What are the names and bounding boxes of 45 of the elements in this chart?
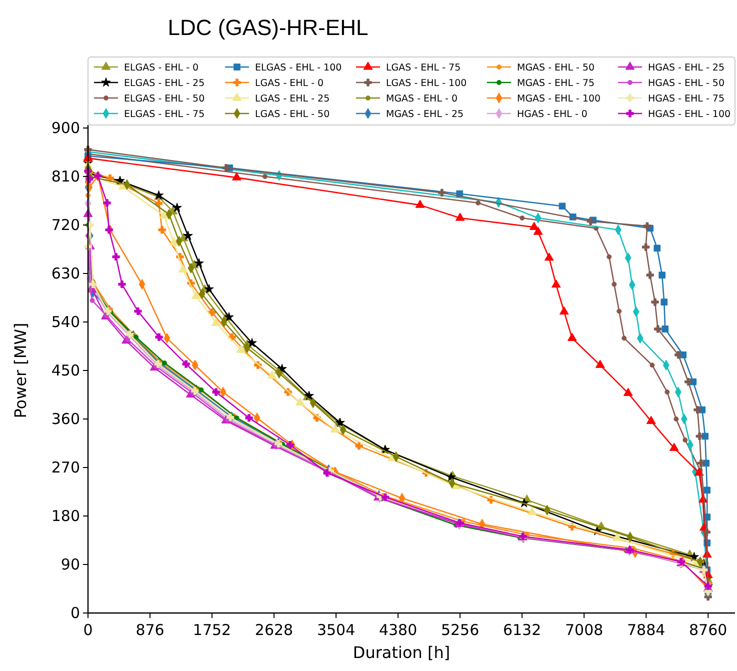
legend-label: MGAS - EHL - 75: [517, 78, 595, 89]
legend-label: HGAS - EHL - 0: [517, 109, 588, 120]
chart-title: LDC (GAS)-HR-EHL: [168, 15, 368, 40]
x-tick-label: 4380: [378, 621, 418, 639]
legend-label: MGAS - EHL - 50: [517, 62, 595, 74]
y-tick-label: 90: [60, 556, 80, 574]
y-tick-label: 810: [51, 168, 80, 186]
legend-label: LGAS - EHL - 0: [255, 78, 324, 89]
legend-label: LGAS - EHL - 50: [255, 109, 330, 120]
y-tick-label: 540: [51, 313, 80, 331]
x-tick-label: 0: [83, 621, 93, 639]
x-tick-label: 6132: [502, 621, 542, 639]
x-tick-label: 1752: [192, 621, 232, 639]
legend-label: ELGAS - EHL - 50: [124, 94, 205, 104]
y-tick-label: 900: [51, 119, 80, 137]
legend-label: ELGAS - EHL - 0: [124, 62, 199, 74]
legend-label: HGAS - EHL - 50: [648, 78, 724, 89]
legend-label: MGAS - EHL - 0: [386, 94, 458, 104]
legend-label: HGAS - EHL - 75: [648, 94, 724, 104]
x-tick-label: 876: [136, 621, 164, 639]
legend-label: HGAS - EHL - 25: [648, 62, 724, 74]
legend-label: LGAS - EHL - 100: [386, 78, 467, 89]
x-tick-label: 5256: [440, 621, 480, 639]
legend-label: MGAS - EHL - 100: [517, 94, 601, 104]
y-axis-title: Power [MW]: [11, 322, 30, 418]
y-tick-label: 0: [70, 604, 80, 622]
y-tick-label: 720: [51, 216, 80, 234]
y-tick-label: 450: [51, 362, 80, 380]
y-tick-label: 360: [51, 410, 80, 428]
legend-label: ELGAS - EHL - 75: [124, 109, 205, 120]
legend-label: LGAS - EHL - 25: [255, 94, 330, 104]
x-axis-title: Duration [h]: [352, 643, 450, 662]
legend-label: MGAS - EHL - 25: [386, 109, 464, 120]
x-tick-label: 3504: [316, 621, 356, 639]
y-tick-label: 630: [51, 264, 80, 282]
x-tick-label: 7884: [626, 621, 666, 639]
x-tick-label: 7008: [564, 621, 604, 639]
x-tick-label: 2628: [254, 621, 294, 639]
x-tick-label: 8760: [689, 621, 728, 639]
legend-label: ELGAS - EHL - 100: [255, 62, 342, 74]
legend-label: LGAS - EHL - 75: [386, 62, 461, 74]
legend-label: ELGAS - EHL - 25: [124, 78, 205, 89]
y-tick-label: 180: [51, 507, 80, 525]
legend-label: HGAS - EHL - 100: [648, 109, 731, 120]
y-tick-label: 270: [51, 458, 80, 476]
